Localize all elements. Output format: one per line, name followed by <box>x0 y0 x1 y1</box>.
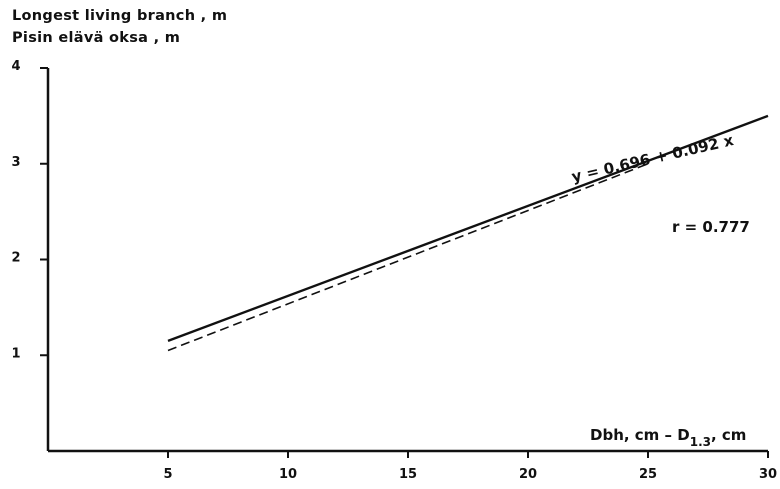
x-axis-label-subscript: 1.3 <box>690 435 711 449</box>
x-tick-label: 5 <box>163 467 172 482</box>
x-tick-label: 15 <box>399 467 417 482</box>
regression-line-solid <box>167 114 769 343</box>
y-tick-label: 4 <box>11 59 20 74</box>
y-tick-label: 1 <box>11 346 20 361</box>
x-tick-label: 30 <box>759 467 777 482</box>
regression-equation: y = 0.696 + 0.092 x <box>570 131 736 186</box>
x-tick-label: 25 <box>639 467 657 482</box>
axes <box>46 68 768 453</box>
ticks: 5 10 15 20 25 30 1 2 3 4 <box>11 59 777 482</box>
x-axis-label-tail: , cm <box>711 426 746 444</box>
regression-line-dashed <box>167 163 649 352</box>
y-axis-label-english: Longest living branch , m <box>12 8 228 24</box>
y-tick-label: 3 <box>11 155 20 170</box>
y-axis-label-finnish: Pisin elävä oksa , m <box>12 30 181 46</box>
x-tick-label: 10 <box>279 467 297 482</box>
y-tick-label: 2 <box>11 251 20 266</box>
x-axis-label-main: Dbh, cm – D <box>590 426 690 444</box>
x-axis-label: Dbh, cm – D1.3, cm <box>590 426 746 449</box>
x-tick-label: 20 <box>519 467 537 482</box>
correlation-label: r = 0.777 <box>672 218 750 236</box>
series-layer <box>167 114 769 352</box>
